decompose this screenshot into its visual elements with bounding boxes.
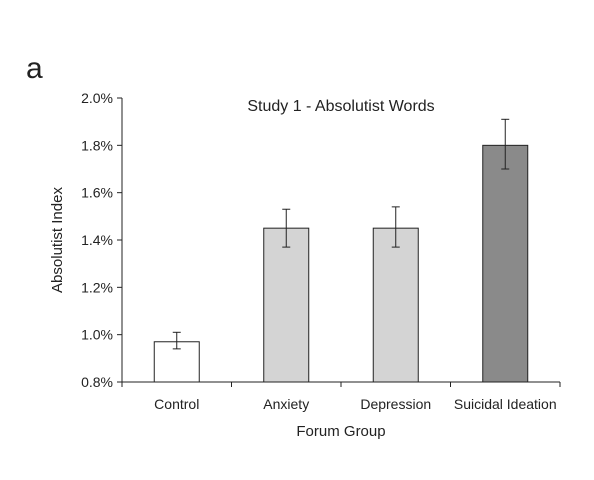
- y-axis: 0.8% 1.0% 1.2% 1.4% 1.6% 1.8% 2.0%: [81, 90, 123, 390]
- error-bars: [172, 118, 510, 350]
- chart-title: Study 1 - Absolutist Words: [247, 98, 434, 115]
- bar: [372, 227, 419, 383]
- y-axis-title: Absolutist Index: [49, 187, 66, 293]
- bar: [263, 227, 310, 383]
- y-tick-label: 1.2%: [81, 279, 113, 295]
- x-axis: Control Anxiety Depression Suicidal Ideatio…: [121, 381, 561, 412]
- bars: [153, 144, 529, 383]
- panel-label: a: [26, 52, 43, 85]
- y-tick-label: 1.4%: [81, 232, 113, 248]
- y-tick-label: 2.0%: [81, 90, 113, 106]
- y-tick-label: 1.0%: [81, 327, 113, 343]
- bar: [482, 144, 529, 383]
- x-tick-label: Control: [154, 396, 199, 412]
- x-axis-title: Forum Group: [296, 423, 385, 440]
- x-tick-label: Suicidal Ideation: [454, 396, 557, 412]
- x-tick-label: Anxiety: [263, 396, 309, 412]
- y-tick-label: 1.6%: [81, 185, 113, 201]
- y-tick-label: 1.8%: [81, 137, 113, 153]
- y-tick-label: 0.8%: [81, 374, 113, 390]
- x-tick-label: Depression: [360, 396, 431, 412]
